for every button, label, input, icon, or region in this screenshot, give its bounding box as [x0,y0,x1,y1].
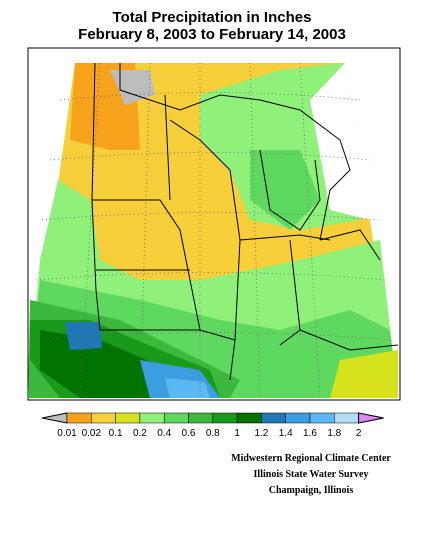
legend-label: 0.02 [82,428,102,439]
legend-swatch [334,412,359,424]
legend-label: 1.2 [254,428,268,439]
legend-arrow [358,412,384,424]
title-line: February 8, 2003 to February 14, 2003 [78,26,346,43]
legend-swatch [309,412,335,424]
legend-swatch [212,412,238,424]
legend-swatch [188,412,214,424]
legend-swatch [285,412,311,424]
map-frame [27,47,401,401]
legend-swatch [139,412,165,424]
credit-line: Illinois State Water Survey [254,469,369,480]
precip-map [28,63,398,398]
credit-line: Midwestern Regional Climate Center [231,453,391,464]
color-legend: 0.01 0.02 0.1 0.2 0.4 0.6 0.8 1 1.2 1.4 1.6 1.8 2 [41,412,384,439]
legend-label: 1 [234,428,240,439]
title-line: Total Precipitation in Inches [113,9,312,26]
legend-swatch [163,412,189,424]
legend-swatch [66,412,92,424]
legend-label: 1.6 [303,428,317,439]
legend-label: 0.01 [57,428,77,439]
legend-swatch [236,412,262,424]
legend-label: 0.1 [109,428,123,439]
legend-label: 1.4 [279,428,293,439]
credit-line: Champaign, Illinois [269,485,354,496]
legend-label: 2 [356,428,362,439]
legend-swatch [261,412,286,424]
state-borders [91,62,399,381]
legend-arrow [41,412,68,424]
legend-swatch [91,412,116,424]
legend-swatch [115,412,141,424]
legend-label: 1.8 [327,428,341,439]
legend-label: 0.4 [157,428,171,439]
legend-label: 0.6 [182,428,196,439]
legend-label: 0.2 [133,428,147,439]
legend-label: 0.8 [206,428,220,439]
